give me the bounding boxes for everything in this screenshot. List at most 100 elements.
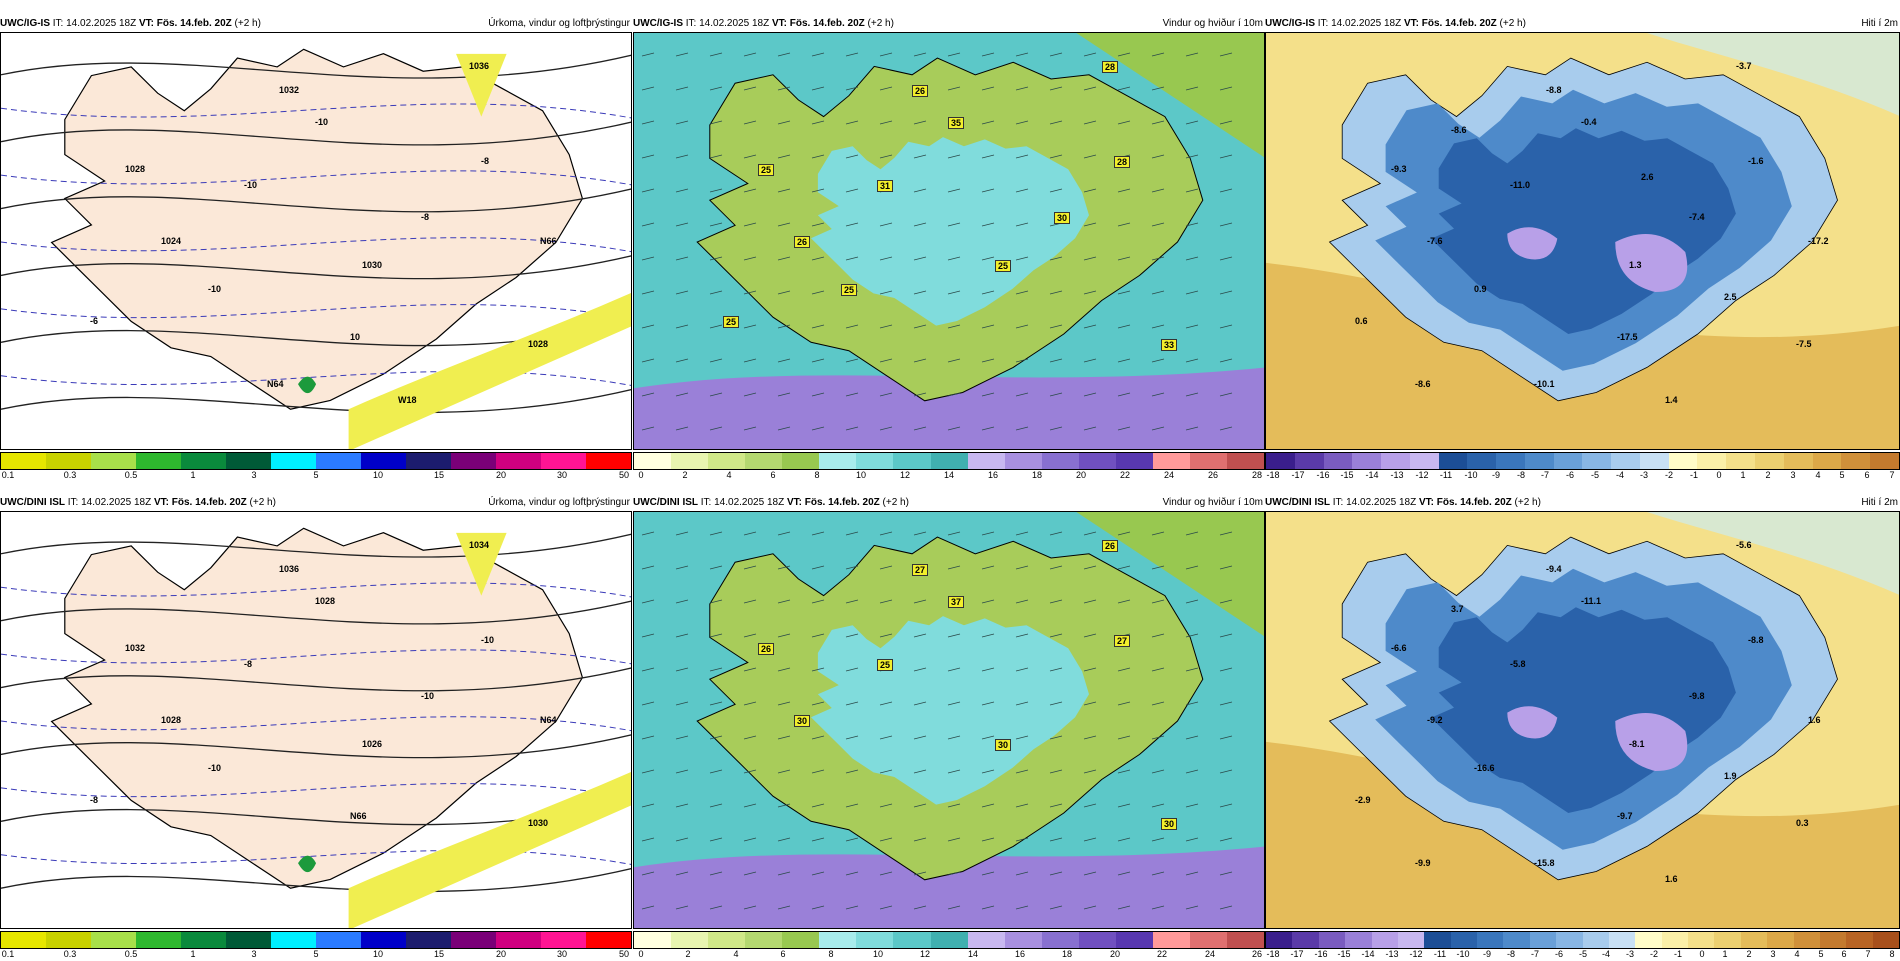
colorbar-swatch xyxy=(967,932,1005,948)
map-value-label: -9.4 xyxy=(1546,564,1562,574)
wind-arrow xyxy=(1015,565,1029,570)
colorbar-swatch xyxy=(46,453,91,469)
map-value-label: -10 xyxy=(421,691,435,701)
map-value-label: -10 xyxy=(481,635,495,645)
wind-arrow xyxy=(981,633,995,638)
wind-arrow xyxy=(777,905,791,910)
colorbar-ticks: 0.1 0.3 0.5 1 3 5 10 15 20 30 50 xyxy=(0,949,632,961)
map-view[interactable]: 1036 1032 1028 1024 1030 1028 -10 -8 -10 -8 -6 -10 1… xyxy=(0,32,632,450)
colorbar-swatch xyxy=(181,453,226,469)
wind-arrow xyxy=(675,52,689,57)
colorbar-swatch xyxy=(856,932,894,948)
wind-arrow xyxy=(675,667,689,672)
colorbar xyxy=(0,452,632,470)
wind-arrow xyxy=(675,633,689,638)
wind-arrow xyxy=(811,256,825,261)
map-value-label: 26 xyxy=(1102,540,1119,552)
wind-arrow xyxy=(811,871,825,876)
wind-arrow xyxy=(641,426,655,431)
temperature-contour xyxy=(1,304,631,320)
wind-arrow xyxy=(743,324,757,329)
colorbar-swatch xyxy=(819,932,857,948)
map-view[interactable]: 1034 1036 1032 1028 1026 1030 1028 -10 -8 -10 -8 -1… xyxy=(0,511,632,929)
temperature-zone-coldest xyxy=(1615,234,1688,292)
wind-arrow xyxy=(675,701,689,706)
map-value-label: N64 xyxy=(540,715,557,725)
colorbar-tick-label: -11 xyxy=(1439,470,1453,480)
model-name: UWC/DINI ISL xyxy=(633,497,698,508)
colorbar-swatch xyxy=(406,453,451,469)
wind-arrow xyxy=(879,222,893,227)
precipitation-band xyxy=(456,53,507,117)
map-value-label: -8 xyxy=(90,795,99,805)
wind-arrow xyxy=(1117,871,1131,876)
colorbar-tick-label: -11 xyxy=(1433,949,1447,959)
wind-arrow xyxy=(811,531,825,536)
map-view[interactable]: -5.6 -9.4 -6.6 -9.2 -8.1 0.3 -11.1 -8.8 -5.8 -9.8… xyxy=(1265,511,1900,929)
colorbar-swatch xyxy=(1767,932,1794,948)
wind-arrow xyxy=(641,905,655,910)
colorbar-swatch xyxy=(1078,932,1116,948)
wind-arrow xyxy=(947,358,961,363)
map-value-label: -0.4 xyxy=(1581,117,1597,127)
wind-arrow xyxy=(777,701,791,706)
wind-arrow xyxy=(709,701,723,706)
colorbar-swatch xyxy=(1755,453,1784,469)
colorbar-swatch xyxy=(1556,932,1583,948)
wind-arrow xyxy=(845,324,859,329)
init-time: IT: 14.02.2025 18Z xyxy=(1330,497,1419,508)
wind-arrow xyxy=(981,358,995,363)
wind-arrow xyxy=(811,392,825,397)
colorbar-swatch xyxy=(1793,932,1820,948)
wind-arrow xyxy=(981,154,995,159)
wind-arrow xyxy=(845,52,859,57)
map-value-label: -9.2 xyxy=(1427,715,1443,725)
colorbar-tick-label: 18 xyxy=(1061,949,1073,959)
wind-arrow xyxy=(913,667,927,672)
wind-arrow xyxy=(811,290,825,295)
colorbar-swatch xyxy=(1004,932,1042,948)
wind-arrow xyxy=(641,154,655,159)
map-view[interactable]: -3.7 -8.8 -9.3 -7.6 1.3 -7.5 -0.4 -1.6 -11.0 -7.4… xyxy=(1265,32,1900,450)
map-value-label: 0.9 xyxy=(1474,284,1487,294)
wind-arrow xyxy=(811,769,825,774)
wind-arrow xyxy=(709,905,723,910)
wind-arrow xyxy=(1219,358,1233,363)
map-value-label: 37 xyxy=(948,596,965,608)
wind-arrow xyxy=(879,599,893,604)
wind-arrow xyxy=(743,633,757,638)
colorbar-tick-label: 2 xyxy=(685,949,691,959)
colorbar-tick-label: -1 xyxy=(1689,470,1699,480)
colorbar-tick-label: -4 xyxy=(1601,949,1611,959)
wind-arrow xyxy=(641,324,655,329)
wind-arrow xyxy=(913,769,927,774)
wind-arrow xyxy=(913,633,927,638)
wind-arrow xyxy=(641,565,655,570)
wind-arrow xyxy=(777,599,791,604)
wind-arrow xyxy=(641,120,655,125)
wind-arrow xyxy=(947,256,961,261)
wind-arrow xyxy=(709,565,723,570)
wind-arrow xyxy=(879,565,893,570)
wind-arrow xyxy=(641,701,655,706)
map-view[interactable]: 26 27 26 30 30 30 37 27 25 xyxy=(633,511,1265,929)
precipitation-core xyxy=(298,855,317,873)
valid-time: Fös. 14.feb. 20Z xyxy=(1421,18,1497,29)
lead-time: (+2 h) xyxy=(231,18,261,29)
colorbar-tick-label: -7 xyxy=(1530,949,1540,959)
colorbar-swatch xyxy=(967,453,1005,469)
lead-time: (+2 h) xyxy=(864,18,894,29)
wind-arrow xyxy=(743,222,757,227)
wind-arrow xyxy=(1185,86,1199,91)
panel-header: UWC/DINI ISL IT: 14.02.2025 18Z VT: Fös.… xyxy=(633,495,909,511)
colorbar-tick-label: 4 xyxy=(733,949,739,959)
wind-arrow xyxy=(675,358,689,363)
colorbar-tick-label: 0.5 xyxy=(124,949,138,959)
wind-arrow xyxy=(1049,667,1063,672)
wind-arrow xyxy=(981,120,995,125)
colorbar-swatch xyxy=(496,453,541,469)
wind-arrow xyxy=(709,837,723,842)
colorbar-swatch xyxy=(1783,453,1813,469)
colorbar-swatch xyxy=(586,932,631,948)
map-view[interactable]: 28 26 25 26 25 33 35 28 31 30 25 25 xyxy=(633,32,1265,450)
